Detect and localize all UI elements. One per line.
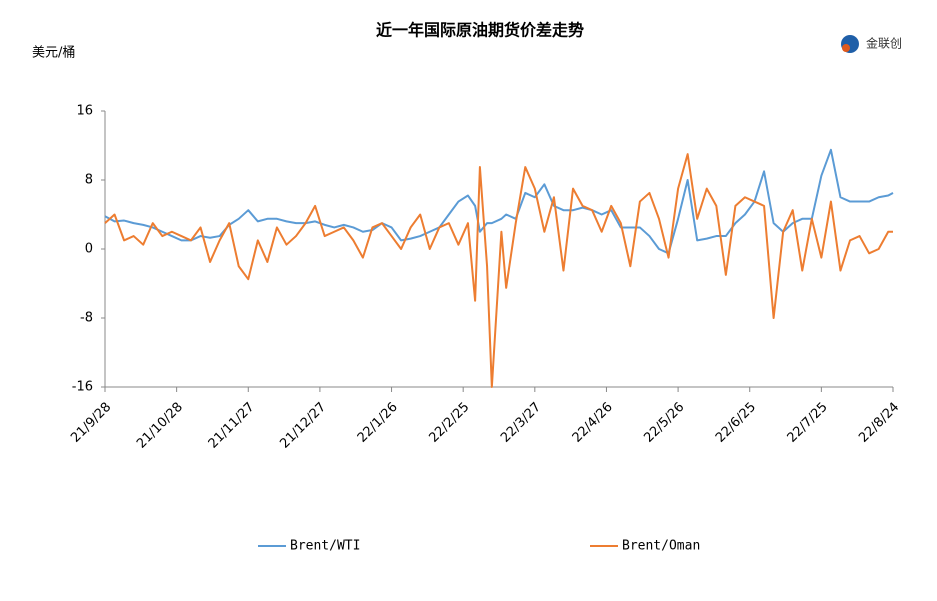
x-tick-label: 22/7/25 <box>785 400 831 446</box>
legend-label: Brent/WTI <box>290 539 360 554</box>
logo-icon <box>842 44 850 52</box>
y-tick-label: -8 <box>80 311 93 326</box>
data-line <box>104 148 894 255</box>
x-tick-label: 22/6/25 <box>713 400 759 446</box>
x-tick-label: 22/3/27 <box>498 400 544 446</box>
y-axis-label: 美元/桶 <box>32 46 75 61</box>
x-tick-label: 22/2/25 <box>426 400 472 446</box>
x-tick-label: 22/8/24 <box>856 400 902 446</box>
y-tick-label: 0 <box>85 242 93 257</box>
legend-item: Brent/WTI <box>258 539 360 554</box>
y-tick-label: 16 <box>76 104 93 119</box>
legend-item: Brent/Oman <box>590 539 700 554</box>
y-tick-label: -16 <box>72 380 93 395</box>
data-line <box>104 153 893 388</box>
x-tick-label: 21/9/28 <box>68 400 114 446</box>
x-tick-label: 21/12/27 <box>277 400 329 452</box>
x-tick-label: 21/10/28 <box>134 400 186 452</box>
y-tick-label: 8 <box>85 173 93 188</box>
chart-title: 近一年国际原油期货价差走势 <box>376 21 584 40</box>
x-tick-label: 22/1/26 <box>355 400 401 446</box>
logo-text: 金联创 <box>866 36 902 51</box>
x-tick-label: 22/5/26 <box>641 400 687 446</box>
legend-label: Brent/Oman <box>622 539 700 554</box>
x-tick-label: 22/4/26 <box>570 400 616 446</box>
logo: 金联创 <box>841 35 902 53</box>
x-tick-label: 21/11/27 <box>206 400 258 452</box>
